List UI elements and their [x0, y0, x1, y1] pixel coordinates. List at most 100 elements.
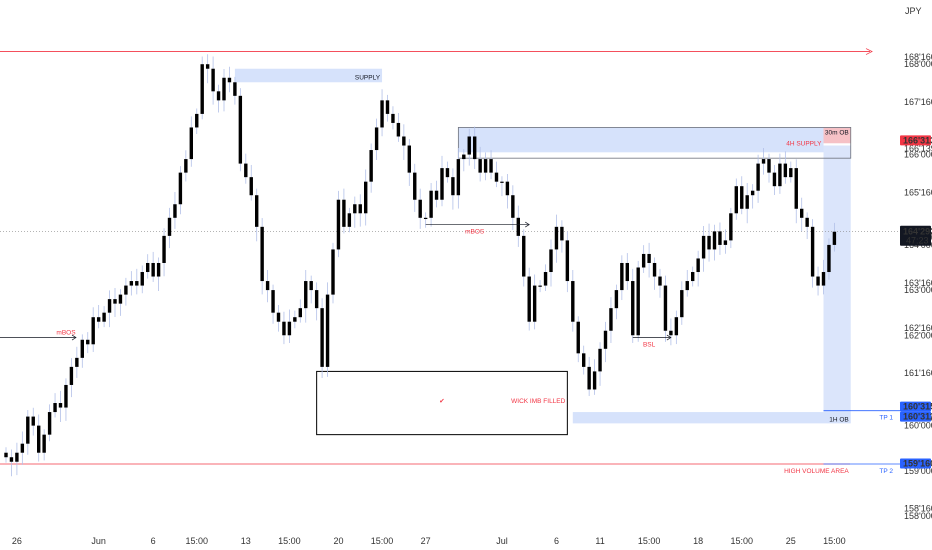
candle-body [216, 91, 221, 101]
candle-body [413, 172, 417, 200]
candle-body [462, 154, 466, 160]
candle-body [451, 177, 455, 196]
candle [423, 212, 428, 228]
candle-body [325, 294, 330, 367]
candle [91, 307, 95, 352]
candle-body [86, 339, 90, 345]
candle [75, 346, 79, 378]
time-tick-label: 15:00 [278, 536, 301, 546]
candle-body [576, 321, 580, 354]
candle-body [107, 299, 112, 313]
candle [287, 309, 292, 343]
1h-ob-zone [572, 412, 851, 424]
candle-body [522, 235, 526, 277]
candle-body [800, 208, 804, 218]
candle-body [298, 308, 302, 318]
candle [511, 185, 515, 231]
level-arrow [865, 48, 873, 55]
candle-body [369, 150, 373, 182]
candle-body [625, 262, 629, 282]
candle [418, 188, 422, 229]
candle-body [222, 77, 226, 101]
4h-supply-outline [457, 127, 852, 159]
candle-body [740, 186, 744, 209]
candle [135, 268, 139, 295]
candle-body [205, 64, 210, 69]
candle [761, 148, 766, 175]
candle-body [434, 190, 439, 200]
candle [652, 257, 657, 290]
mbos-mid-arrow [525, 221, 530, 228]
time-tick-label: 6 [151, 536, 156, 546]
candle-body [565, 240, 570, 282]
candle-body [571, 281, 575, 322]
candle-body [685, 281, 689, 291]
candle [478, 146, 482, 182]
candle [571, 269, 575, 332]
time-tick-label: 20 [333, 536, 343, 546]
candle [582, 345, 586, 375]
candle [200, 56, 204, 120]
candle-body [20, 443, 25, 453]
last-price-tag-bg [900, 225, 931, 246]
price-tick-label: 161'160 [904, 368, 932, 378]
candle [69, 358, 74, 398]
candle [80, 334, 84, 368]
candle [560, 220, 564, 253]
chart-overlays [0, 48, 900, 465]
candle [380, 89, 384, 137]
candle [462, 149, 466, 172]
candle-body [96, 317, 101, 322]
candle [598, 342, 602, 386]
candle-body [15, 452, 19, 462]
candle-body [701, 235, 706, 259]
currency-label: JPY [905, 6, 922, 16]
candle-body [652, 262, 657, 277]
price-tag-bg [900, 401, 931, 412]
candle-body [320, 308, 324, 367]
time-tick-label: 25 [786, 536, 796, 546]
candle-body [631, 281, 635, 336]
candle [96, 304, 101, 329]
supply-zone [234, 68, 383, 83]
candle [195, 108, 199, 135]
price-tick-label: 160'000 [904, 421, 932, 431]
candle [832, 222, 837, 252]
candle-body [549, 249, 553, 273]
candle-body [505, 181, 510, 196]
candle-body [184, 159, 188, 173]
candle-body [167, 217, 172, 236]
candle-body [816, 276, 820, 286]
candle [723, 229, 728, 254]
mbos-left-arrow [71, 334, 77, 341]
candle [325, 282, 330, 377]
candle-body [478, 159, 482, 173]
candle [516, 205, 520, 247]
candle-body [772, 172, 777, 187]
candle [102, 306, 106, 328]
price-tick-label: 162'160 [904, 323, 932, 333]
candle [58, 390, 63, 422]
candle [342, 188, 346, 234]
time-tick-label: Jul [496, 536, 508, 546]
candle-body [756, 163, 760, 191]
candle [113, 288, 117, 317]
price-tick-label: 158'160 [904, 504, 932, 514]
candle [222, 68, 226, 112]
candle [647, 242, 651, 278]
candle [712, 224, 717, 261]
candle-body [767, 159, 771, 173]
candle [641, 245, 646, 273]
candle-body [669, 330, 673, 336]
candle [658, 268, 662, 298]
time-axis[interactable]: 26 Jun 6 15:00 13 15:00 20 15:00 27 Jul 6 11 15:00 18… [12, 536, 846, 546]
price-axis[interactable]: JPY 168'160168'000 167'160 166'139166'000 1… [900, 6, 932, 521]
candle [276, 304, 281, 332]
candle-body [287, 321, 292, 336]
candle [527, 267, 531, 331]
candle-body [238, 95, 243, 164]
candle [565, 231, 570, 293]
candle [336, 190, 341, 258]
